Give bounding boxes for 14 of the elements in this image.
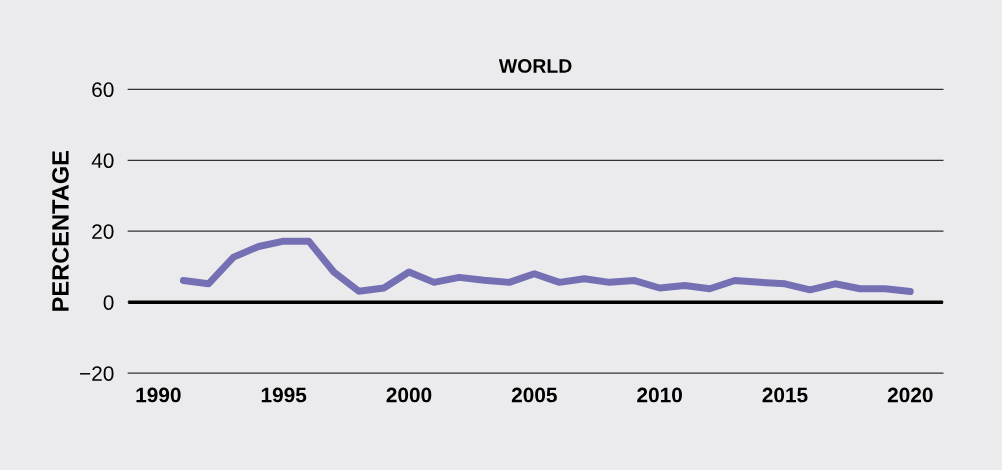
y-tick-label: 60 — [92, 82, 114, 98]
x-tick-label: 2010 — [637, 387, 682, 403]
x-tick-label: 2000 — [386, 387, 432, 403]
x-tick-label: 2005 — [511, 387, 557, 403]
y-tick-label: 40 — [91, 153, 114, 169]
y-tick-label: −20 — [80, 366, 114, 381]
y-axis-title: PERCENTAGE — [52, 151, 69, 311]
x-tick-label: 1995 — [261, 387, 307, 403]
x-tick-label: 2015 — [762, 387, 808, 403]
y-tick-label: 0 — [103, 295, 114, 310]
y-tick-label: 20 — [92, 224, 114, 239]
chart-title: WORLD — [498, 59, 572, 73]
x-tick-label: 2020 — [887, 387, 933, 403]
x-tick-label: 1990 — [136, 387, 181, 403]
